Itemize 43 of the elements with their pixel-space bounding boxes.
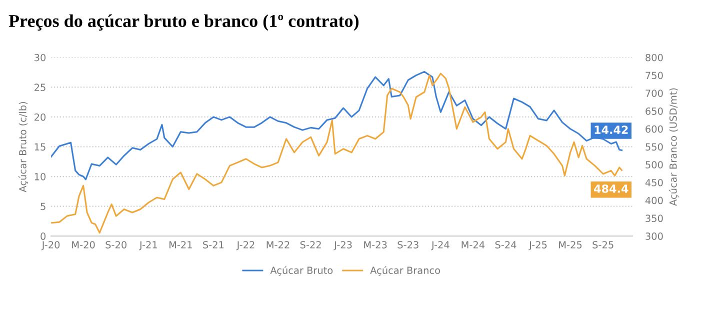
x-tick-label: M-23 (364, 241, 387, 248)
y-tick-label: 20 (34, 113, 46, 121)
x-tick-label: S-22 (300, 241, 321, 248)
chart-title: Preços do açúcar bruto e branco (1º contrato) (8, 14, 359, 31)
x-tick-label: S-21 (203, 241, 224, 248)
x-tick-label: J-20 (41, 241, 60, 250)
x-tick-label: J-24 (430, 241, 450, 250)
x-tick-label: M-22 (266, 241, 290, 248)
y-tick-label: 30 (34, 54, 46, 62)
x-tick-label: M-24 (462, 241, 485, 248)
y-tick-label: 0 (40, 232, 46, 240)
x-tick-label: M-20 (72, 241, 95, 248)
y2-tick-label: 550 (646, 143, 663, 151)
x-tick-label: J-22 (236, 241, 254, 250)
x-tick-label: S-24 (495, 241, 516, 248)
y2-tick-label: 700 (646, 90, 663, 97)
y-tick-label: 25 (34, 84, 46, 92)
x-tick-label: J-25 (528, 241, 547, 250)
y2-tick-label: 500 (646, 161, 663, 168)
y2-axis-title: Açúcar Branco (USD/mt) (668, 88, 679, 206)
data-label: 484.4 (594, 184, 628, 193)
y2-tick-label: 350 (646, 214, 663, 222)
x-tick-label: J-23 (334, 241, 352, 250)
y-tick-label: 5 (40, 202, 46, 210)
y2-tick-label: 800 (646, 54, 663, 62)
x-tick-label: S-23 (398, 241, 418, 248)
x-tick-label: M-21 (169, 241, 192, 248)
x-tick-label: S-20 (106, 241, 126, 248)
legend-label: Açúcar Branco (370, 266, 440, 276)
y2-tick-label: 300 (646, 232, 663, 240)
y2-tick-label: 450 (645, 178, 663, 186)
y2-tick-label: 750 (646, 72, 663, 80)
y2-tick-label: 400 (645, 196, 663, 204)
y-tick-label: 15 (34, 143, 46, 151)
y-axis-title: Açúcar Bruto (c/lb) (18, 102, 28, 192)
data-label: 14.42 (594, 126, 628, 134)
x-tick-label: J-21 (138, 241, 157, 250)
x-tick-label: M-25 (559, 241, 582, 248)
y2-tick-label: 600 (646, 125, 663, 133)
x-tick-label: S-25 (592, 241, 614, 248)
y-tick-label: 10 (34, 172, 46, 180)
y2-tick-label: 650 (646, 107, 663, 115)
legend-label: Açúcar Bruto (270, 266, 333, 276)
